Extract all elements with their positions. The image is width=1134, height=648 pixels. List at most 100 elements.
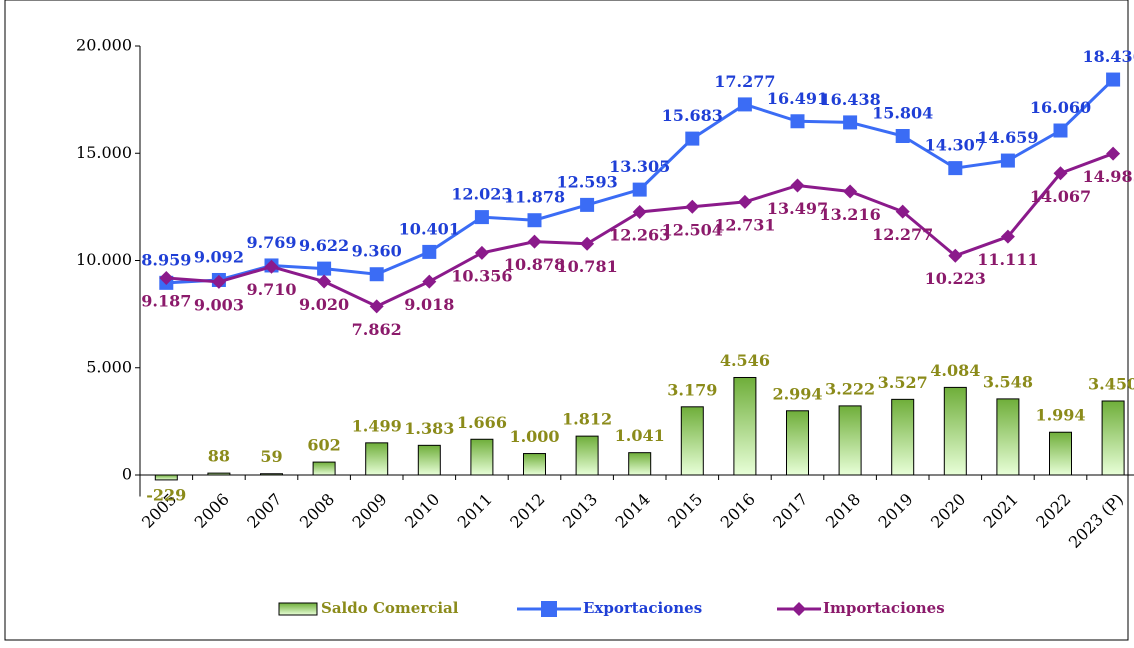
data-label: 3.548: [983, 372, 1033, 391]
y-tick-label: 10.000: [76, 250, 132, 269]
marker: [843, 115, 858, 130]
data-label: 10.781: [556, 257, 617, 276]
marker: [474, 210, 489, 225]
marker: [422, 274, 437, 289]
y-tick-label: 5.000: [86, 357, 132, 376]
bar: [1101, 400, 1125, 476]
marker: [1000, 229, 1015, 244]
y-tick-label: 0: [122, 465, 132, 484]
data-label: 13.216: [819, 205, 880, 224]
data-label: 88: [208, 447, 230, 466]
data-label: 12.731: [714, 215, 775, 234]
data-label: 16.491: [767, 89, 828, 108]
marker: [580, 197, 595, 212]
data-label: 4.546: [720, 351, 770, 370]
marker: [1106, 72, 1121, 87]
data-label: 17.277: [714, 72, 775, 91]
data-label: 9.710: [246, 280, 296, 299]
marker: [895, 129, 910, 144]
y-tick-label: 15.000: [76, 143, 132, 162]
legend: Saldo Comercial Exportaciones Importacio…: [278, 599, 945, 617]
data-label: 10.878: [504, 255, 565, 274]
bar: [470, 438, 494, 476]
data-label: 8.959: [141, 250, 191, 269]
x-tick-label: 2016: [717, 490, 759, 532]
marker: [895, 204, 910, 219]
data-label: 12.504: [662, 220, 723, 239]
bar: [996, 398, 1020, 476]
marker: [737, 97, 752, 112]
data-label: 16.060: [1030, 98, 1091, 117]
x-tick-label: 2021: [980, 490, 1022, 532]
marker: [948, 161, 963, 176]
data-label: 12.593: [556, 172, 617, 191]
data-label: 14.307: [925, 136, 986, 155]
data-label: 3.179: [667, 380, 717, 399]
data-label: 13.305: [609, 157, 670, 176]
marker: [211, 274, 226, 289]
marker: [317, 274, 332, 289]
x-tick-label: 2017: [769, 490, 811, 532]
x-tick-label: 2022: [1032, 490, 1074, 532]
data-label: 2.994: [772, 384, 822, 403]
legend-swatch: [792, 602, 806, 616]
bar: [523, 453, 546, 476]
x-tick-label: 2009: [348, 490, 390, 532]
marker: [948, 248, 963, 263]
data-label: 9.018: [404, 295, 454, 314]
legend-label: Exportaciones: [583, 599, 702, 617]
data-label: 12.263: [609, 225, 670, 244]
y-tick-label: 20.000: [76, 36, 132, 55]
marker: [580, 236, 595, 251]
marker: [685, 199, 700, 214]
data-label: 9.622: [299, 236, 349, 255]
data-label: 9.003: [194, 295, 244, 314]
data-label: 14.067: [1030, 187, 1091, 206]
legend-swatch: [278, 602, 318, 616]
data-label: 14.985: [1082, 167, 1134, 186]
data-label: 3.222: [825, 379, 875, 398]
bar: [207, 472, 231, 476]
data-label: 12.277: [872, 225, 933, 244]
legend-label: Saldo Comercial: [321, 599, 459, 617]
data-label: 9.769: [246, 233, 296, 252]
data-label: 14.659: [977, 128, 1038, 147]
marker: [159, 270, 174, 285]
bar: [312, 461, 336, 476]
data-label: 1.383: [404, 419, 454, 438]
marker: [1000, 153, 1015, 168]
data-label: 11.878: [504, 188, 565, 207]
marker: [790, 178, 805, 193]
x-tick-label: 2019: [874, 490, 916, 532]
marker: [632, 204, 647, 219]
x-tick-label: 2013: [559, 490, 601, 532]
marker: [474, 245, 489, 260]
bar: [733, 376, 757, 476]
bar: [786, 410, 809, 476]
data-label: 1.041: [615, 426, 665, 445]
marker: [1106, 146, 1121, 161]
bar: [365, 442, 389, 476]
marker: [422, 244, 437, 259]
marker: [369, 299, 384, 314]
data-label: 16.438: [819, 90, 880, 109]
marker: [1053, 166, 1068, 181]
marker: [527, 213, 542, 228]
data-label: 602: [307, 436, 340, 455]
x-tick-label: 2007: [243, 490, 285, 532]
data-label: 18.436: [1082, 47, 1134, 66]
data-label: 12.023: [451, 185, 512, 204]
x-tick-label: 2018: [822, 490, 864, 532]
data-label: 9.020: [299, 295, 349, 314]
data-label: 9.187: [141, 291, 191, 310]
data-label: 1.000: [509, 427, 559, 446]
chart-border: [4, 0, 1129, 641]
data-label: 3.527: [878, 373, 928, 392]
x-tick-label: 2023 (P): [1065, 490, 1127, 552]
marker: [1053, 123, 1068, 138]
x-tick-label: 2012: [506, 490, 548, 532]
marker: [369, 267, 384, 282]
marker: [790, 114, 805, 129]
data-label: 1.812: [562, 410, 612, 429]
x-tick-label: 2010: [401, 490, 443, 532]
